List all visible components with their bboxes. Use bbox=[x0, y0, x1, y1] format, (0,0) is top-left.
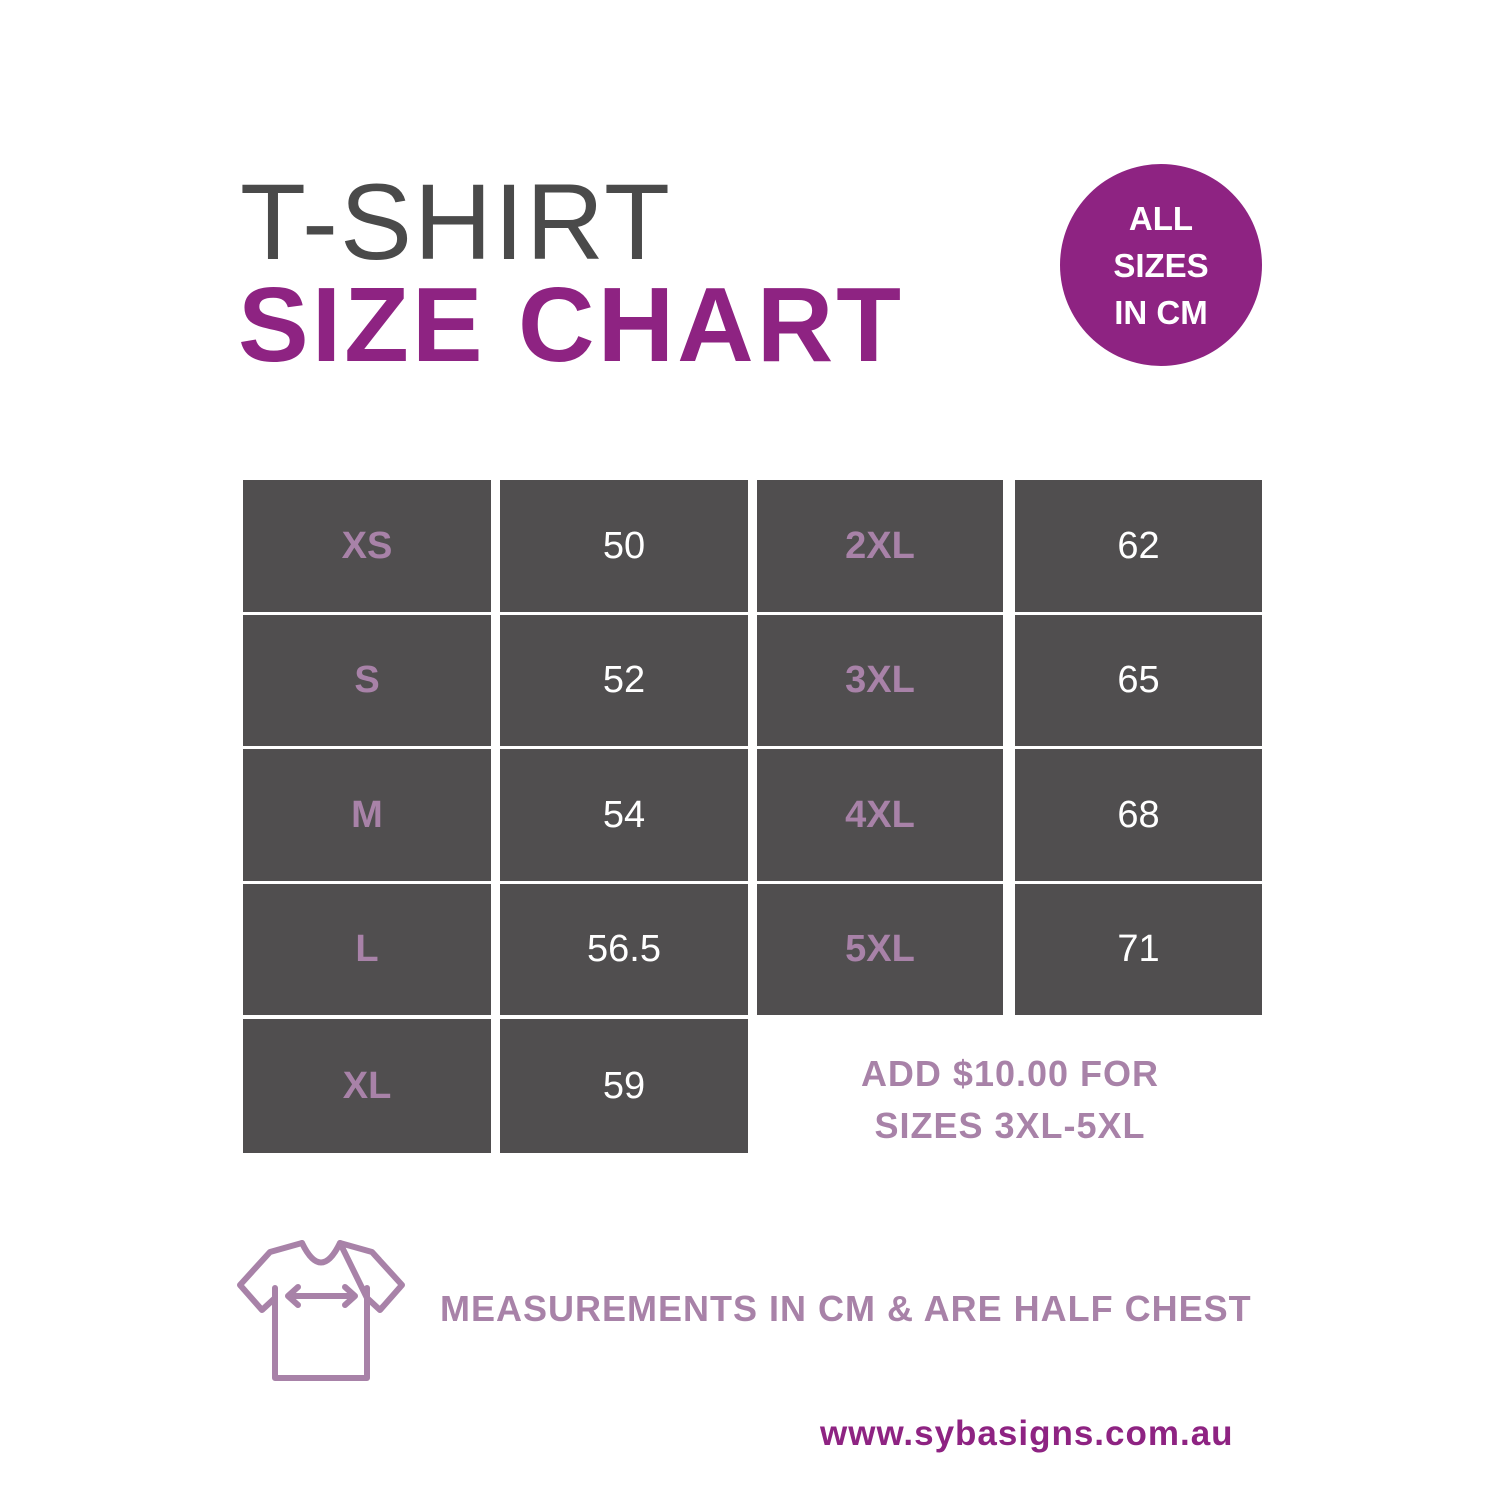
chest-value-cell: 59 bbox=[500, 1019, 748, 1153]
chest-value-cell: 71 bbox=[1015, 884, 1262, 1015]
chest-value-cell: 65 bbox=[1015, 615, 1262, 746]
chest-value-cell: 62 bbox=[1015, 480, 1262, 612]
surcharge-note: ADD $10.00 FOR SIZES 3XL-5XL bbox=[790, 1048, 1230, 1152]
units-badge: ALL SIZES IN CM bbox=[1060, 164, 1262, 366]
badge-line: ALL bbox=[1128, 199, 1194, 237]
size-label-cell: XL bbox=[243, 1019, 491, 1153]
chest-value-cell: 54 bbox=[500, 749, 748, 881]
badge-line: IN CM bbox=[1114, 293, 1208, 331]
tshirt-chest-width-icon bbox=[237, 1240, 405, 1381]
title-line-2: SIZE CHART bbox=[238, 266, 904, 384]
measurement-note: MEASUREMENTS IN CM & ARE HALF CHEST bbox=[440, 1288, 1252, 1329]
size-label-cell: 5XL bbox=[757, 884, 1003, 1015]
badge-line: SIZES bbox=[1113, 246, 1209, 284]
size-label-cell: L bbox=[243, 884, 491, 1015]
chest-value-cell: 68 bbox=[1015, 749, 1262, 881]
size-label-cell: 4XL bbox=[757, 749, 1003, 881]
size-label-cell: 2XL bbox=[757, 480, 1003, 612]
size-label-cell: XS bbox=[243, 480, 491, 612]
surcharge-note-line: ADD $10.00 FOR bbox=[860, 1053, 1160, 1094]
website-link[interactable]: www.sybasigns.com.au bbox=[820, 1414, 1234, 1453]
size-label-cell: M bbox=[243, 749, 491, 881]
title-line-1: T-SHIRT bbox=[240, 161, 673, 282]
surcharge-note-line: SIZES 3XL-5XL bbox=[874, 1105, 1146, 1146]
size-label-cell: S bbox=[243, 615, 491, 746]
chest-value-cell: 50 bbox=[500, 480, 748, 612]
size-label-cell: 3XL bbox=[757, 615, 1003, 746]
chest-value-cell: 52 bbox=[500, 615, 748, 746]
chest-value-cell: 56.5 bbox=[500, 884, 748, 1015]
